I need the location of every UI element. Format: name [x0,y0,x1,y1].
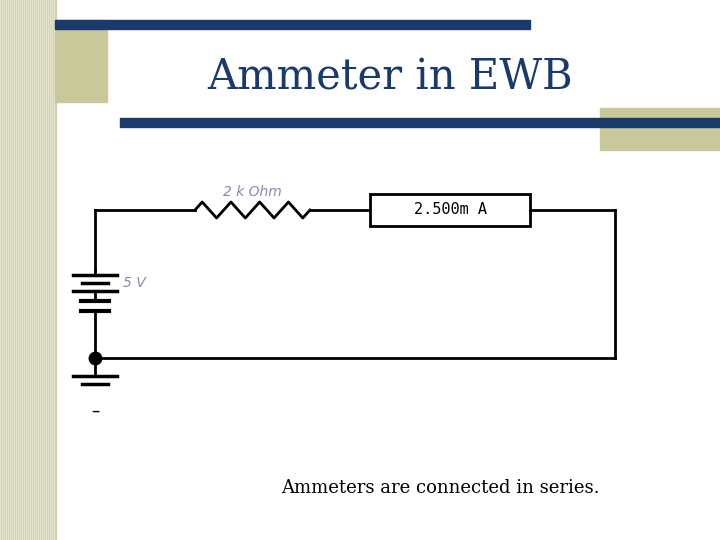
Bar [23,0,24,540]
Bar [43,0,44,540]
Text: Ammeters are connected in series.: Ammeters are connected in series. [281,479,599,497]
Bar [37,0,38,540]
Text: –: – [91,402,99,420]
Bar [5,0,6,540]
Bar [9,0,10,540]
Bar [30,0,31,540]
Bar [24,0,25,540]
Text: 2.500m A: 2.500m A [413,202,487,218]
Bar [32,0,33,540]
Bar [2,0,3,540]
Bar [52,0,53,540]
Bar [6,0,7,540]
Bar [370,194,530,226]
Bar [10,0,12,540]
Bar [33,0,34,540]
Bar [13,0,14,540]
Bar [1,0,2,540]
Bar [14,0,15,540]
Bar [34,0,35,540]
Bar [48,0,49,540]
Bar [41,0,42,540]
Text: 2 k Ohm: 2 k Ohm [223,185,282,199]
Bar [26,0,27,540]
Bar [55,0,56,540]
Bar [8,0,9,540]
Bar [45,0,46,540]
Bar [51,0,52,540]
Bar [18,0,19,540]
Bar [53,0,54,540]
Bar [4,0,5,540]
Bar [44,0,45,540]
Bar [55,20,530,29]
Bar [31,0,32,540]
Text: Ammeter in EWB: Ammeter in EWB [207,57,573,99]
Bar [20,0,21,540]
Bar [46,0,48,540]
Bar [17,0,18,540]
Bar [22,0,23,540]
Bar [40,0,41,540]
Bar [600,108,720,150]
Bar [120,118,720,127]
Bar [21,0,22,540]
Bar [36,0,37,540]
Bar [27,0,28,540]
Bar [25,0,26,540]
Bar [54,0,55,540]
Bar [15,0,16,540]
Bar [50,0,51,540]
Bar [49,0,50,540]
Bar [39,0,40,540]
Bar [3,0,4,540]
Bar [55,20,107,102]
Bar [16,0,17,540]
Bar [7,0,8,540]
Bar [42,0,43,540]
Bar [38,0,39,540]
Bar [35,0,36,540]
Text: 5 V: 5 V [123,276,145,290]
Bar [28,0,30,540]
Bar [0,0,1,540]
Bar [19,0,20,540]
Bar [12,0,13,540]
